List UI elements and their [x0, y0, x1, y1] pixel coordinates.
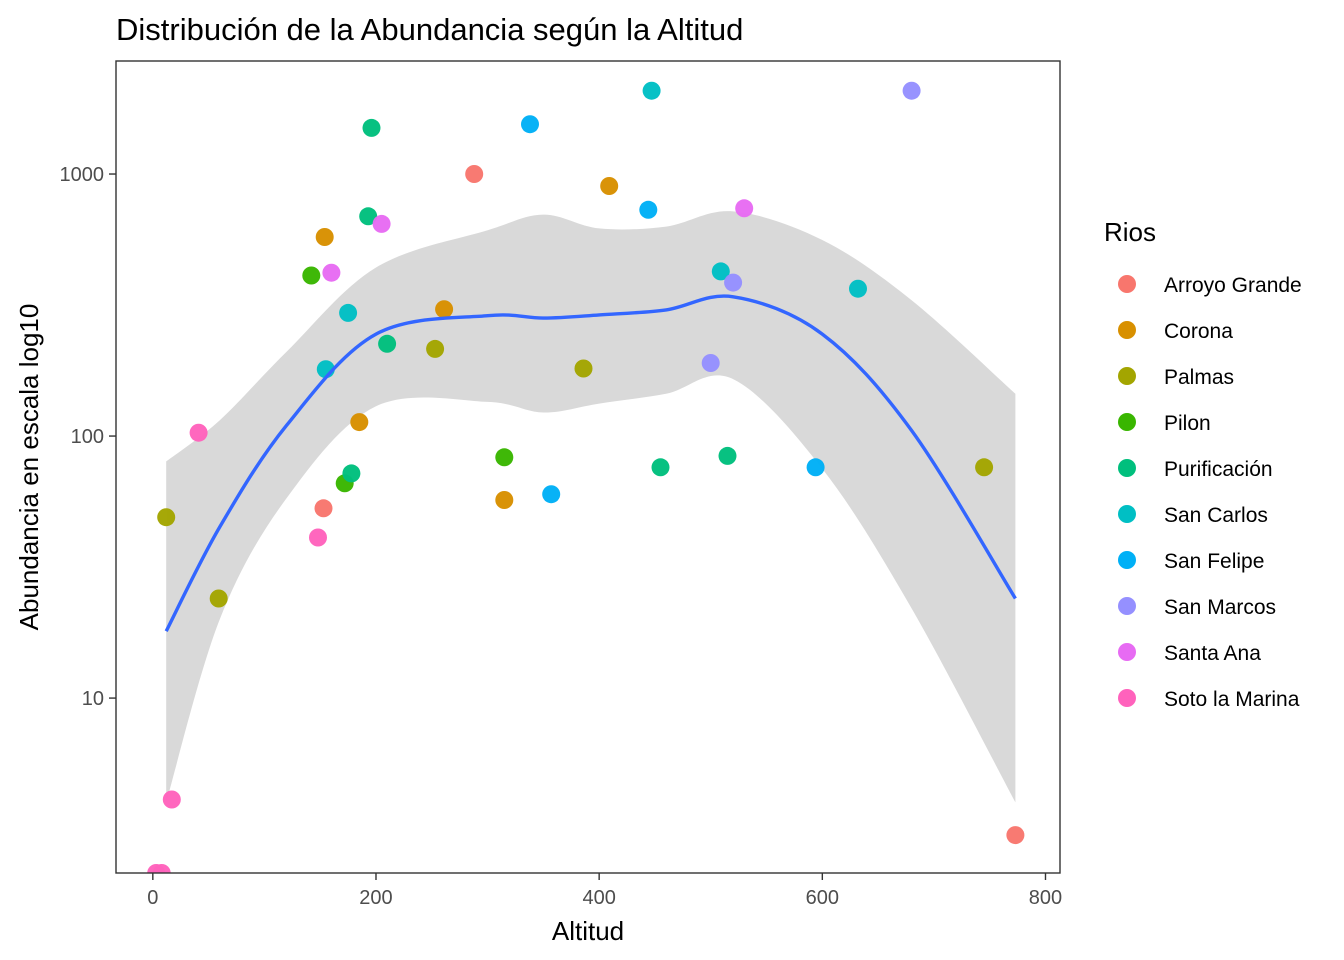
legend-title: Rios [1104, 217, 1156, 247]
legend-label: Soto la Marina [1164, 688, 1300, 711]
x-tick-label: 0 [147, 887, 158, 909]
data-point [359, 207, 378, 226]
legend-label: Corona [1164, 320, 1233, 343]
data-point [339, 303, 358, 322]
legend-label: Arroyo Grande [1164, 274, 1302, 297]
legend-label: Santa Ana [1164, 642, 1261, 665]
axes: 0 200 400 600 800 10 100 1000 [60, 164, 1063, 909]
legend-label: San Marcos [1164, 596, 1276, 619]
x-axis-title: Altitud [552, 916, 624, 946]
y-tick-label: 1000 [60, 164, 105, 186]
data-point [495, 448, 514, 467]
data-point [342, 464, 361, 483]
data-point [362, 118, 381, 137]
data-point [495, 491, 514, 509]
chart-title: Distribución de la Abundancia según la A… [116, 12, 743, 47]
legend-label: Pilon [1164, 412, 1211, 435]
data-point [378, 334, 397, 353]
data-point [806, 458, 825, 477]
y-tick-label: 10 [82, 688, 104, 710]
data-point [600, 177, 619, 195]
data-point [711, 262, 730, 281]
smooth-line [164, 294, 1017, 632]
confidence-band [166, 211, 1016, 803]
data-point [718, 446, 737, 465]
data-point [1006, 826, 1025, 845]
data-point [639, 200, 658, 219]
data-point [975, 458, 994, 477]
data-point [849, 279, 867, 298]
x-tick-label: 800 [1029, 887, 1062, 909]
legend-label: Purificación [1164, 458, 1273, 481]
data-point [902, 81, 921, 100]
data-point [315, 228, 334, 246]
data-point [372, 214, 391, 233]
data-point [162, 790, 181, 809]
legend-key [1118, 643, 1136, 661]
data-point [735, 199, 754, 218]
data-point [314, 499, 333, 518]
data-point [642, 81, 661, 100]
data-point [189, 423, 208, 442]
data-point [542, 485, 561, 504]
legend-key [1118, 689, 1136, 707]
panel-border [115, 60, 1061, 874]
y-tick-label: 100 [71, 426, 104, 448]
legend-key [1118, 367, 1136, 385]
legend-key [1118, 551, 1136, 569]
legend-label: San Carlos [1164, 504, 1268, 527]
y-axis-title: Abundancia en escala log10 [14, 304, 44, 631]
data-point [350, 413, 369, 432]
legend: Rios Arroyo Grande Corona Palmas Pilon Purif… [1104, 217, 1302, 711]
legend-label: San Felipe [1164, 550, 1264, 573]
data-point [724, 273, 743, 292]
data-point [209, 589, 228, 608]
data-point [465, 165, 484, 183]
plot-area [147, 81, 1025, 873]
legend-key [1118, 413, 1136, 431]
data-point [152, 864, 171, 873]
legend-label: Palmas [1164, 366, 1234, 389]
data-point [574, 359, 593, 378]
legend-key [1118, 597, 1136, 615]
x-tick-label: 600 [806, 887, 839, 909]
data-point [521, 115, 539, 134]
data-point [322, 263, 341, 282]
legend-key [1118, 275, 1136, 293]
x-tick-label: 200 [359, 887, 392, 909]
data-point [309, 528, 327, 547]
data-point [651, 458, 670, 477]
legend-key [1118, 321, 1136, 339]
data-point [426, 339, 445, 358]
data-point [157, 508, 176, 527]
data-point [701, 354, 720, 372]
legend-key [1118, 459, 1136, 477]
data-point [302, 266, 321, 285]
x-tick-label: 400 [582, 887, 615, 909]
legend-key [1118, 505, 1136, 523]
data-point [435, 300, 454, 319]
